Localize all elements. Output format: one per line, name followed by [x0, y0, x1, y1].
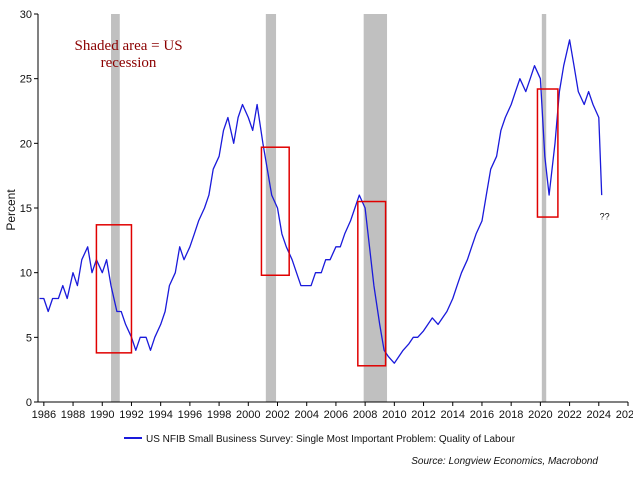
- y-tick-label: 25: [20, 74, 32, 86]
- highlight-box-group: [95, 88, 559, 367]
- y-tick-label: 15: [20, 203, 32, 215]
- highlight-box-1: [95, 224, 133, 354]
- source-label: Source: Longview Economics, Macrobond: [411, 456, 598, 467]
- x-tick-label: 1988: [61, 409, 85, 421]
- x-tick-label: 2012: [411, 409, 435, 421]
- recession-note-line-1: Shaded area = US: [75, 38, 183, 54]
- highlight-box-4: [536, 88, 559, 218]
- x-tick-label: 1996: [178, 409, 202, 421]
- y-tick-label: 5: [26, 332, 32, 344]
- axes-group: 0 5 10 15 20 25 30 1986 1988 1990 1992 1994 1996 1998…: [20, 9, 633, 421]
- recession-band-1: [111, 14, 120, 402]
- recession-note-line-2: recession: [101, 55, 157, 71]
- x-tick-label: 1998: [207, 409, 231, 421]
- highlight-box-2: [260, 146, 290, 277]
- y-tick-label: 0: [26, 397, 32, 409]
- x-tick-label: 2022: [557, 409, 581, 421]
- x-tick-label: 2008: [353, 409, 377, 421]
- x-tick-label: 2002: [265, 409, 289, 421]
- y-tick-label: 10: [20, 268, 32, 280]
- highlight-box-3: [357, 200, 387, 367]
- x-tick-label: 2016: [470, 409, 494, 421]
- y-axis-label: Percent: [4, 189, 18, 231]
- recession-shading-group: [111, 14, 547, 402]
- recession-band-2: [265, 14, 277, 402]
- x-tick-label: 2014: [441, 409, 465, 421]
- x-tick-label: 1990: [90, 409, 114, 421]
- y-tick-label: 30: [20, 9, 32, 21]
- question-annotation: ??: [600, 212, 610, 222]
- x-tick-label: 2000: [236, 409, 260, 421]
- x-tick-label: 2020: [528, 409, 552, 421]
- x-tick-label: 2010: [382, 409, 406, 421]
- series-group: [39, 39, 603, 364]
- x-tick-label: 2018: [499, 409, 523, 421]
- x-tick-label: 1986: [32, 409, 56, 421]
- recession-band-4: [541, 14, 547, 402]
- x-tick-label: 2006: [324, 409, 348, 421]
- series-line-1: [39, 39, 603, 364]
- y-tick-label: 20: [20, 138, 32, 150]
- x-tick-label: 1994: [148, 409, 172, 421]
- x-tick-label: 2004: [294, 409, 318, 421]
- x-tick-label: 2026: [616, 409, 633, 421]
- recession-band-3: [363, 14, 388, 402]
- x-tick-label: 1992: [119, 409, 143, 421]
- x-tick-label: 2024: [587, 409, 611, 421]
- legend-label: US NFIB Small Business Survey: Single Mo…: [146, 434, 516, 445]
